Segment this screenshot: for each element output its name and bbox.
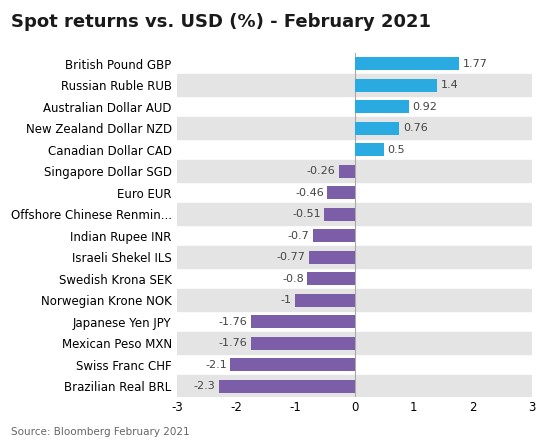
Text: Spot returns vs. USD (%) - February 2021: Spot returns vs. USD (%) - February 2021 (11, 13, 431, 31)
Text: -0.51: -0.51 (293, 209, 321, 219)
Bar (177, 203, 532, 225)
Bar (219, 380, 355, 392)
Bar (313, 229, 355, 242)
Bar (177, 289, 532, 311)
Bar (355, 57, 459, 70)
Bar (177, 333, 532, 354)
Bar (339, 165, 355, 178)
Bar (325, 208, 355, 220)
Bar (355, 78, 437, 92)
Bar (250, 337, 355, 350)
Bar (177, 75, 532, 96)
Text: 0.92: 0.92 (413, 102, 437, 112)
Bar (177, 117, 532, 139)
Bar (177, 247, 532, 268)
Text: Source: Bloomberg February 2021: Source: Bloomberg February 2021 (11, 426, 189, 437)
Text: 1.4: 1.4 (441, 80, 459, 90)
Bar (250, 315, 355, 328)
Text: -1.76: -1.76 (218, 317, 247, 327)
Bar (307, 272, 355, 285)
Text: -0.7: -0.7 (288, 231, 310, 241)
Text: -0.26: -0.26 (307, 166, 336, 176)
Text: -1.76: -1.76 (218, 338, 247, 348)
Text: 1.77: 1.77 (463, 59, 488, 69)
Text: 0.5: 0.5 (388, 145, 406, 155)
Text: -0.46: -0.46 (295, 188, 324, 198)
Text: -0.77: -0.77 (276, 252, 305, 262)
Bar (177, 161, 532, 182)
Text: -2.3: -2.3 (193, 381, 215, 391)
Bar (309, 250, 355, 264)
Bar (230, 358, 355, 371)
Bar (355, 100, 409, 113)
Bar (355, 143, 384, 156)
Bar (177, 375, 532, 397)
Bar (327, 186, 355, 199)
Text: -2.1: -2.1 (205, 360, 227, 370)
Bar (355, 122, 399, 135)
Text: -1: -1 (281, 295, 292, 305)
Text: 0.76: 0.76 (403, 123, 428, 133)
Bar (295, 294, 355, 306)
Text: -0.8: -0.8 (282, 274, 304, 284)
